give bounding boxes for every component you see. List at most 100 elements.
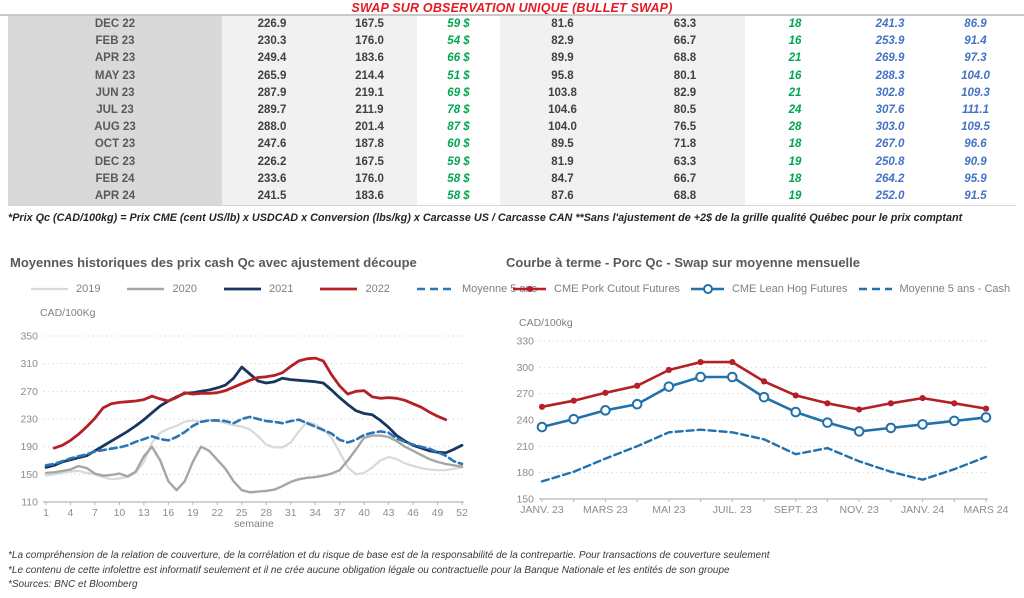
value-cell: 111.1 bbox=[961, 103, 990, 116]
value-cell: 80.1 bbox=[625, 67, 745, 85]
value-cell: 18 bbox=[788, 18, 802, 30]
x-tick-label: 40 bbox=[358, 507, 370, 519]
value-cell: 89.5 bbox=[500, 136, 625, 154]
data-point bbox=[980, 412, 992, 423]
value-cell: 104.0 bbox=[961, 69, 990, 82]
value-cell: 247.6 bbox=[222, 136, 322, 154]
y-tick-label: 270 bbox=[516, 388, 534, 400]
footer-line: *La compréhension de la relation de couv… bbox=[8, 550, 770, 561]
month-cell: AUG 23 bbox=[8, 119, 222, 137]
value-cell: 250.8 bbox=[875, 155, 905, 168]
data-point bbox=[602, 389, 609, 396]
value-cell: 211.9 bbox=[322, 101, 417, 120]
value-cell: 58 $ bbox=[447, 172, 470, 185]
series-2020 bbox=[44, 434, 464, 494]
data-point bbox=[853, 426, 865, 437]
x-tick-label: 43 bbox=[383, 507, 395, 519]
legend-item: Moyenne 5 ans bbox=[416, 283, 537, 295]
month-cell: DEC 23 bbox=[8, 153, 222, 171]
chart-right-plot: 150 180 210 240 270 300 330 JANV. 23 MARS 23 MAI … bbox=[516, 317, 1009, 516]
value-cell: 183.6 bbox=[322, 50, 417, 68]
value-cell: 252.0 bbox=[875, 189, 905, 202]
data-point bbox=[536, 421, 548, 433]
value-cell: 19 bbox=[788, 189, 802, 202]
value-cell: 226.9 bbox=[222, 16, 322, 34]
value-cell: 176.0 bbox=[322, 33, 417, 51]
value-cell: 241.5 bbox=[222, 187, 322, 206]
legend-swatch-icon bbox=[320, 287, 358, 291]
value-cell: 54 $ bbox=[447, 35, 470, 48]
table-note: *Prix Qc (CAD/100kg) = Prix CME (cent US… bbox=[8, 212, 963, 224]
legend-swatch-icon bbox=[858, 287, 892, 291]
value-cell: 303.0 bbox=[875, 121, 905, 134]
x-tick-label: 37 bbox=[334, 507, 346, 519]
value-cell: 59 $ bbox=[447, 155, 470, 168]
value-cell: 214.4 bbox=[322, 67, 417, 85]
value-cell: 80.5 bbox=[625, 101, 745, 120]
chart-right-legend: CME Pork Cutout Futures CME Lean Hog Futu… bbox=[512, 283, 1010, 295]
value-cell: 253.9 bbox=[875, 35, 905, 48]
value-cell: 96.6 bbox=[964, 138, 987, 151]
page-title: SWAP SUR OBSERVATION UNIQUE (BULLET SWAP… bbox=[351, 1, 673, 15]
value-cell: 87 $ bbox=[447, 121, 470, 134]
x-tick-label: SEPT. 23 bbox=[774, 504, 818, 516]
y-tick-label: 180 bbox=[516, 467, 534, 479]
value-cell: 307.6 bbox=[875, 103, 905, 116]
month-cell: APR 23 bbox=[8, 50, 222, 68]
value-cell: 241.3 bbox=[875, 18, 905, 30]
legend-item: CME Pork Cutout Futures bbox=[512, 283, 680, 295]
value-cell: 18 bbox=[788, 138, 802, 151]
value-cell: 167.5 bbox=[322, 16, 417, 34]
value-cell: 68.8 bbox=[625, 187, 745, 206]
x-tick-label: 28 bbox=[260, 507, 272, 519]
legend-swatch-icon bbox=[127, 287, 165, 291]
value-cell: 86.9 bbox=[964, 18, 987, 30]
data-point bbox=[856, 406, 863, 413]
value-cell: 230.3 bbox=[222, 33, 322, 51]
month-cell: MAY 23 bbox=[8, 67, 222, 85]
data-point bbox=[663, 381, 675, 392]
data-point bbox=[917, 419, 928, 430]
legend-swatch-icon bbox=[513, 286, 546, 292]
y-tick-label: 150 bbox=[516, 494, 534, 506]
chart-left-legend: 2019 2020 2021 2022 Moyenne 5 ans bbox=[30, 283, 537, 295]
series-moyenne-5-ans-cash bbox=[540, 428, 988, 483]
y-tick-label: 240 bbox=[516, 415, 534, 427]
value-cell: 66.7 bbox=[625, 170, 745, 188]
month-cell: DEC 22 bbox=[8, 16, 222, 34]
footer: *La compréhension de la relation de couv… bbox=[8, 549, 1016, 593]
month-cell: JUL 23 bbox=[8, 101, 222, 120]
month-cell: FEB 24 bbox=[8, 170, 222, 188]
value-cell: 19 bbox=[788, 155, 802, 168]
value-cell: 89.9 bbox=[500, 50, 625, 68]
data-point bbox=[790, 406, 802, 418]
value-cell: 28 bbox=[788, 121, 802, 134]
data-point bbox=[634, 382, 641, 389]
legend-item: 2019 bbox=[30, 283, 100, 295]
value-cell: 264.2 bbox=[875, 172, 905, 185]
x-tick-label: 22 bbox=[211, 507, 223, 519]
value-cell: 78 $ bbox=[447, 103, 470, 116]
value-cell: 51 $ bbox=[447, 69, 470, 82]
value-cell: 289.7 bbox=[222, 101, 322, 120]
data-point bbox=[885, 422, 897, 434]
x-tick-label: 7 bbox=[92, 507, 98, 519]
value-cell: 84.7 bbox=[500, 170, 625, 188]
value-cell: 265.9 bbox=[222, 67, 322, 85]
series-2022 bbox=[52, 356, 448, 450]
swap-table: DEC 22 226.9 167.5 59 $81.6 63.3 18 241.3 86.9 F… bbox=[8, 16, 1016, 207]
value-cell: 18 bbox=[788, 172, 802, 185]
x-tick-label: MARS 24 bbox=[964, 504, 1009, 516]
data-point bbox=[758, 391, 770, 403]
chart-left-title: Moyennes historiques des prix cash Qc av… bbox=[10, 255, 417, 270]
y-tick-label: 210 bbox=[516, 441, 534, 453]
x-tick-label: MAI 23 bbox=[652, 504, 685, 516]
table-top-rule bbox=[0, 14, 1024, 16]
x-tick-label: 46 bbox=[407, 507, 419, 519]
value-cell: 24 bbox=[788, 103, 802, 116]
value-cell: 288.3 bbox=[875, 69, 905, 82]
value-cell: 16 bbox=[788, 69, 802, 82]
value-cell: 95.8 bbox=[500, 67, 625, 85]
x-tick-label: JANV. 23 bbox=[520, 504, 564, 516]
y-axis-title: CAD/100kg bbox=[519, 317, 573, 329]
